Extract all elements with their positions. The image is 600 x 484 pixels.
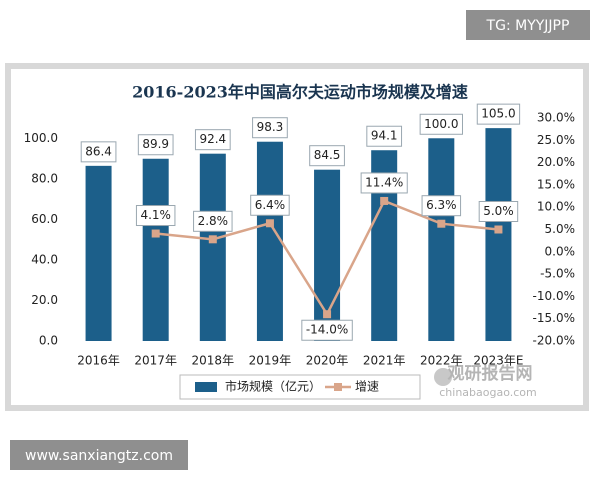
y2-tick-label: -15.0% [533,311,575,325]
y2-tick-label: 10.0% [537,200,575,214]
growth-marker [151,229,160,238]
tag: TG: MYYJJPP [486,18,570,34]
bar-label-group: 84.5 [309,145,345,167]
y2-tick-label: -10.0% [533,289,575,303]
growth-label: 11.4% [365,175,403,189]
bar-label: 94.1 [371,129,398,143]
x-tick-label: 2018年 [192,354,235,368]
bar-label: 98.3 [257,120,284,134]
growth-label-group: 2.8% [193,210,233,232]
bar [256,141,283,341]
bar-label: 86.4 [85,144,112,158]
legend-frame [179,374,421,400]
x-tick-label: 2021年 [363,354,406,368]
legend-swatch-marker [334,383,342,391]
growth-label-box [301,319,353,341]
bar-label-group: 105.0 [476,103,521,125]
y2-tick-label: -5.0% [540,267,575,281]
y-tick-label: 60.0 [31,212,58,226]
logo-name: 观研报告网 [447,363,533,384]
growth-label-group: 4.1% [135,205,176,227]
bar-label-box [419,113,463,135]
growth-marker [208,235,217,244]
bar [428,138,455,341]
bar-label-box [309,145,345,167]
growth-label-group: 6.4% [250,194,290,216]
legend-label: 增速 [355,380,379,394]
growth-label: 5.0% [483,204,514,218]
y2-tick-label: 20.0% [537,155,575,169]
growth-label-group: 11.4% [360,172,408,194]
legend-swatch [195,382,217,392]
x-tick-label: 2019年 [249,354,292,368]
growth-label: 6.3% [426,198,457,212]
x-tick-label: 2020年 [306,354,349,368]
y2-tick-label: 5.0% [545,222,576,236]
bar [142,158,169,341]
growth-label: 2.8% [198,214,229,228]
y2-tick-label: 25.0% [537,133,575,147]
growth-marker [437,219,446,228]
site: www.sanxiangtz.com [25,448,173,464]
bar-label-box [137,134,174,156]
bar-label-group: 86.4 [80,141,117,163]
chart-title: 2016-2023年中国高尔夫运动市场规模及增速 [132,83,468,102]
growth-label: 6.4% [255,198,286,212]
x-tick-label: 2016年 [77,354,120,368]
y-tick-label: 80.0 [31,171,58,185]
tag-box [466,10,590,40]
bar-label-group: 94.1 [366,125,403,147]
bar-label: 105.0 [481,107,515,121]
x-tick-label: 2023年E [473,354,523,368]
bar-label-box [80,141,117,163]
growth-label-box [478,201,519,222]
bar-label: 84.5 [314,148,341,162]
growth-label-group: -14.0% [301,319,353,341]
growth-label-box [421,195,462,217]
y-tick-label: 0.0 [39,334,58,348]
y-tick-label: 40.0 [31,252,58,266]
y2-tick-label: 30.0% [537,111,575,125]
growth-label: 4.1% [140,208,171,222]
bar [85,165,112,341]
y2-tick-label: 15.0% [537,177,575,191]
bar-label: 100.0 [424,117,458,131]
logo-url: chinabaogao.com [439,386,537,399]
growth-label-box [360,172,408,194]
growth-marker [265,219,274,228]
y-tick-label: 20.0 [31,293,58,307]
growth-label: -14.0% [306,323,348,337]
growth-label-box [193,210,233,232]
bar [485,128,512,341]
bar-label: 89.9 [142,137,169,151]
y2-tick-label: 0.0% [545,244,576,258]
growth-label-group: 6.3% [421,195,462,217]
y2-tick-label: -20.0% [533,334,575,348]
x-tick-label: 2017年 [134,354,177,368]
growth-label-box [135,205,176,227]
bar-label-box [476,103,521,125]
growth-marker [323,310,332,319]
bar-label-group: 92.4 [194,129,231,151]
site-box [10,440,188,470]
bar-label-group: 89.9 [137,134,174,156]
bar-label-box [252,117,288,139]
growth-label-group: 5.0% [478,201,519,222]
bar-label-box [194,129,231,151]
y-tick-label: 100.0 [24,131,58,145]
logo-icon [434,368,452,386]
growth-marker [494,225,503,234]
growth-label-box [250,194,290,216]
legend-label: 市场规模（亿元） [225,379,321,394]
x-tick-label: 2022年 [420,354,463,368]
bar-label: 92.4 [199,132,226,146]
bar-label-box [366,125,403,147]
growth-marker [380,196,389,205]
bar-label-group: 100.0 [419,113,463,135]
bar-label-group: 98.3 [252,117,288,139]
bar [199,153,226,341]
